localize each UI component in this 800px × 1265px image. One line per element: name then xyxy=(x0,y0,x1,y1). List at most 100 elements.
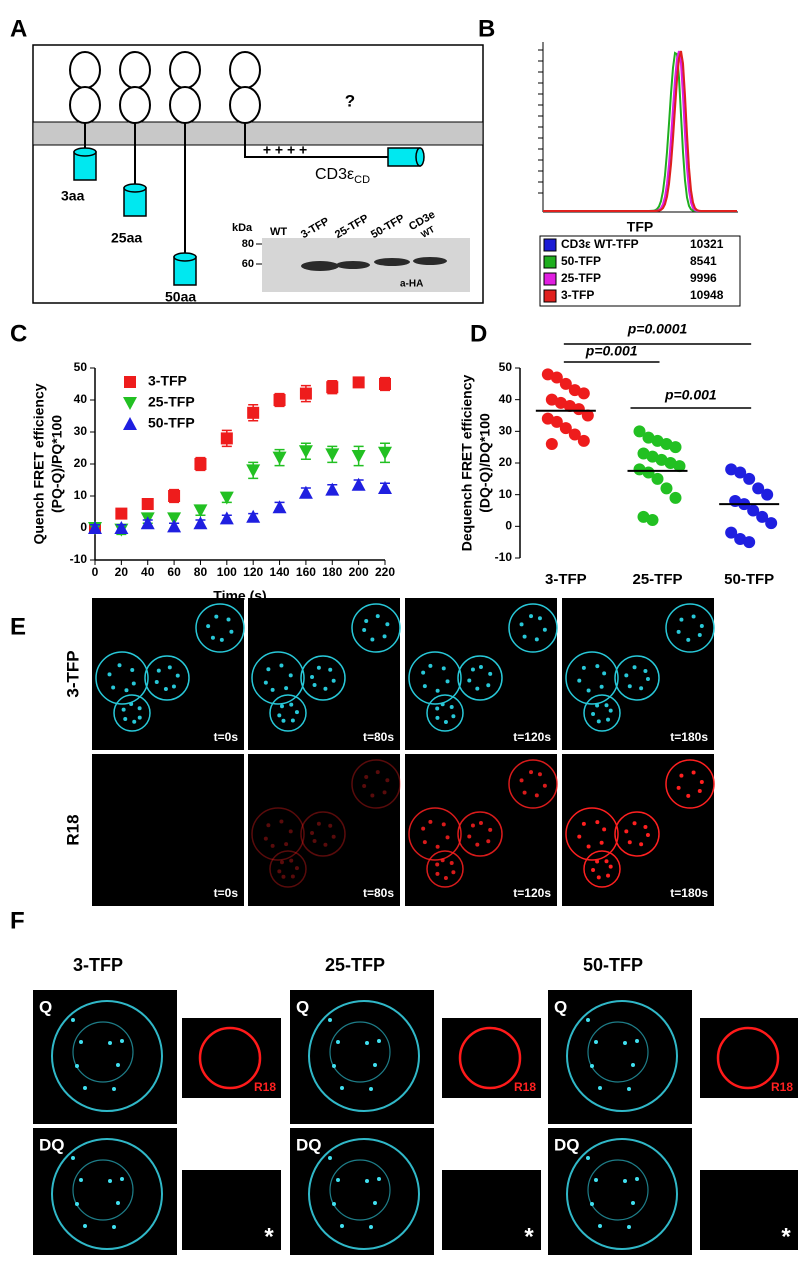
vesicle xyxy=(108,1179,112,1183)
vesicle xyxy=(598,1086,602,1090)
panel-a: + + + + ? CD3εCD 3aa 25aa 50aa kDa 80 60… xyxy=(32,44,484,305)
cell-membrane xyxy=(269,694,307,732)
vesicle xyxy=(440,702,445,707)
cell-membrane xyxy=(665,759,715,809)
y-tick-label: 0 xyxy=(505,519,512,533)
vesicle xyxy=(697,632,702,637)
vesicle xyxy=(428,663,433,668)
vesicle xyxy=(602,827,607,832)
cell-membrane xyxy=(308,1138,420,1250)
vesicle xyxy=(627,1225,631,1229)
vesicle xyxy=(486,839,491,844)
vesicle xyxy=(116,1063,120,1067)
micrograph xyxy=(548,990,692,1124)
vesicle xyxy=(435,844,440,849)
legend-label: 3-TFP xyxy=(148,373,187,389)
vesicle xyxy=(377,1177,381,1181)
histogram-curve xyxy=(543,50,737,212)
vesicle xyxy=(631,1201,635,1205)
vesicle xyxy=(370,793,375,798)
vesicle xyxy=(676,629,681,634)
data-point xyxy=(633,425,646,438)
legend-label: 25-TFP xyxy=(148,394,195,410)
vesicle xyxy=(586,844,591,849)
linker-label: 25aa xyxy=(111,230,142,246)
x-tick-label: 100 xyxy=(217,565,237,579)
vesicle xyxy=(598,1224,602,1228)
data-point xyxy=(550,371,563,384)
data-point xyxy=(747,504,760,517)
vesicle xyxy=(375,614,380,619)
vesicle xyxy=(645,832,650,837)
cell-membrane xyxy=(565,807,619,861)
vesicle xyxy=(635,1039,639,1043)
data-point xyxy=(568,428,581,441)
vesicle xyxy=(470,667,475,672)
legend-value: 10948 xyxy=(690,288,724,302)
data-point xyxy=(559,422,572,435)
data-point xyxy=(581,409,594,422)
legend-label: 50-TFP xyxy=(148,415,195,431)
vesicle xyxy=(281,874,286,879)
vesicle xyxy=(422,840,427,845)
vesicle xyxy=(131,681,136,686)
vesicle xyxy=(290,718,295,723)
vesicle xyxy=(542,627,547,632)
x-tick-label: 140 xyxy=(270,565,290,579)
nucleus xyxy=(587,1159,649,1221)
p-value: p=0.001 xyxy=(664,387,717,403)
histogram-curve xyxy=(543,51,737,212)
membrane xyxy=(32,121,484,146)
vesicle xyxy=(121,707,126,712)
vesicle xyxy=(435,715,440,720)
vesicle xyxy=(120,1039,124,1043)
micrograph xyxy=(700,1170,798,1250)
data-point xyxy=(669,441,682,454)
vesicle xyxy=(451,870,456,875)
legend-marker xyxy=(124,376,136,388)
r18-membrane xyxy=(198,1026,262,1090)
vesicle xyxy=(336,1040,340,1044)
column-title: 50-TFP xyxy=(583,955,643,975)
y-tick-label: 20 xyxy=(499,455,513,469)
vesicle xyxy=(328,1018,332,1022)
vesicle xyxy=(608,864,613,869)
micrograph xyxy=(548,1128,692,1255)
vesicle xyxy=(624,829,629,834)
vesicle xyxy=(332,1202,336,1206)
vesicle xyxy=(449,704,454,709)
data-point xyxy=(273,394,286,406)
vesicle xyxy=(591,867,596,872)
vesicle xyxy=(632,665,637,670)
vesicle xyxy=(522,790,527,795)
vesicle xyxy=(382,634,387,639)
vesicle xyxy=(529,770,534,775)
data-point xyxy=(378,446,392,460)
vesicle xyxy=(331,834,336,839)
vesicle xyxy=(679,617,684,622)
vesicle xyxy=(226,617,231,622)
data-point xyxy=(298,485,313,499)
vesicle xyxy=(529,614,534,619)
data-point xyxy=(633,463,646,476)
vesicle xyxy=(594,1040,598,1044)
vesicle xyxy=(263,680,268,685)
empty-mark: * xyxy=(264,1223,274,1250)
cell-membrane xyxy=(113,694,151,732)
data-point xyxy=(247,406,260,419)
vesicle xyxy=(279,663,284,668)
charge-label: + + + + xyxy=(263,142,307,158)
data-point xyxy=(219,511,234,525)
vesicle xyxy=(210,635,215,640)
vesicle xyxy=(364,775,369,780)
vesicle xyxy=(686,637,691,642)
cell-membrane xyxy=(614,655,660,701)
micrograph xyxy=(442,1170,541,1250)
time-label: t=80s xyxy=(363,886,394,900)
legend-label: 3-TFP xyxy=(561,288,594,302)
vesicle xyxy=(229,629,234,634)
vesicle xyxy=(676,785,681,790)
p-value: p=0.001 xyxy=(585,343,638,359)
micrograph xyxy=(700,1018,798,1098)
